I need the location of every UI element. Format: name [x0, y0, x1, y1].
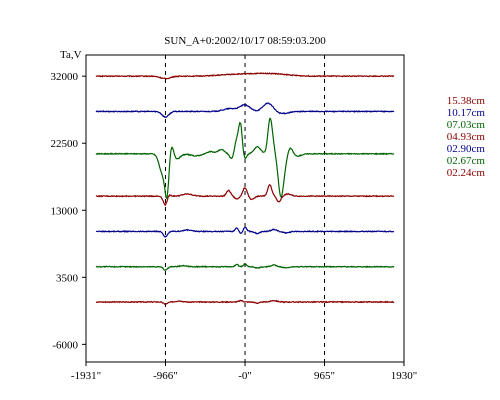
series-line-04-93cm	[95, 184, 395, 207]
legend-entry-02-67cm: 02.67cm	[447, 155, 486, 167]
legend-entry-04-93cm: 04.93cm	[447, 131, 486, 143]
legend-entry-02-24cm: 02.24cm	[447, 167, 486, 179]
chart-title: SUN_A+0:2002/10/17 08:59:03.200	[164, 35, 326, 47]
legend-entry-15-38cm: 15.38cm	[447, 95, 486, 107]
x-tick-label: 965"	[314, 370, 335, 382]
legend-entry-02-90cm: 02.90cm	[447, 143, 486, 155]
series-line-10-17cm	[95, 102, 395, 119]
x-tick-label: 1930"	[391, 370, 418, 382]
x-tick-label: -966"	[153, 370, 178, 382]
y-tick-label: 32000	[51, 71, 79, 83]
x-tick-label: -1931"	[71, 370, 101, 382]
series-line-02-67cm	[95, 263, 395, 271]
series-line-02-90cm	[95, 226, 395, 238]
series-line-07-03cm	[95, 117, 395, 200]
legend-entry-07-03cm: 07.03cm	[447, 119, 486, 131]
y-tick-label: -6000	[52, 339, 78, 351]
legend-entry-10-17cm: 10.17cm	[447, 107, 486, 119]
y-tick-label: 3500	[56, 272, 79, 284]
y-axis-label: Ta,V	[60, 49, 82, 61]
series-line-02-24cm	[95, 299, 395, 305]
x-tick-label: -0"	[238, 370, 252, 382]
y-tick-label: 13000	[51, 205, 79, 217]
series-line-15-38cm	[95, 72, 395, 80]
y-tick-label: 22500	[51, 138, 79, 150]
